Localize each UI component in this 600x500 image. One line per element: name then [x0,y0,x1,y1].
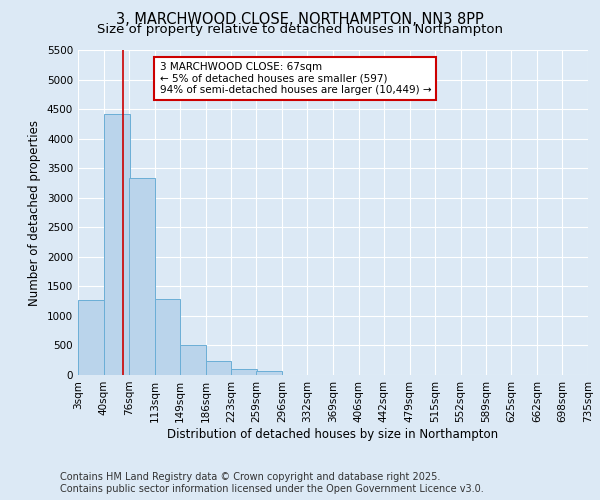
Bar [180,346,205,375]
Bar [205,361,231,375]
Bar [129,178,155,375]
Bar [104,114,130,375]
Text: 3 MARCHWOOD CLOSE: 67sqm
← 5% of detached houses are smaller (597)
94% of semi-d: 3 MARCHWOOD CLOSE: 67sqm ← 5% of detache… [160,62,431,95]
X-axis label: Distribution of detached houses by size in Northampton: Distribution of detached houses by size … [167,428,499,440]
Text: Size of property relative to detached houses in Northampton: Size of property relative to detached ho… [97,24,503,36]
Text: 3, MARCHWOOD CLOSE, NORTHAMPTON, NN3 8PP: 3, MARCHWOOD CLOSE, NORTHAMPTON, NN3 8PP [116,12,484,28]
Bar [256,372,282,375]
Y-axis label: Number of detached properties: Number of detached properties [28,120,41,306]
Bar [155,299,181,375]
Text: Contains HM Land Registry data © Crown copyright and database right 2025.
Contai: Contains HM Land Registry data © Crown c… [60,472,484,494]
Bar [78,300,104,375]
Bar [231,369,257,375]
